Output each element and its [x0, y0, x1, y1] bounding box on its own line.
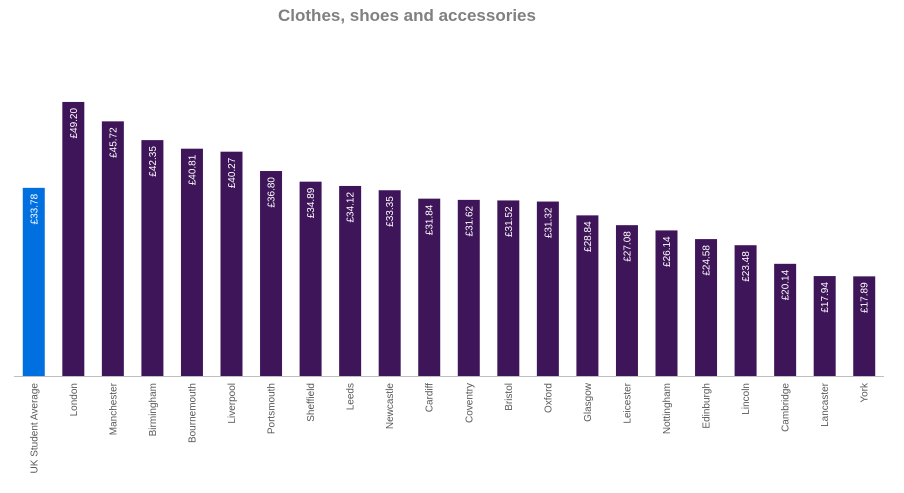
- data-label: £27.08: [622, 231, 633, 262]
- data-label: £40.27: [227, 157, 238, 188]
- x-tick-label: Cardiff: [425, 383, 436, 412]
- data-label: £17.94: [820, 282, 831, 313]
- bar-leeds: [339, 185, 362, 376]
- data-label: £28.84: [583, 221, 594, 252]
- x-tick-label: UK Student Average: [29, 383, 40, 474]
- bar-oxford: [536, 201, 559, 376]
- data-label: £49.20: [69, 108, 80, 139]
- data-label: £33.35: [385, 196, 396, 227]
- x-tick-label: Nottingham: [662, 383, 673, 434]
- x-tick-label: York: [860, 382, 871, 403]
- x-tick-label: Leeds: [346, 383, 357, 410]
- chart-title: Clothes, shoes and accessories: [278, 6, 536, 25]
- data-label: £34.12: [346, 192, 357, 223]
- data-label: £17.89: [860, 282, 871, 313]
- bar-portsmouth: [260, 171, 283, 376]
- bar-newcastle: [378, 190, 401, 376]
- data-label: £31.84: [425, 204, 436, 235]
- bar-nottingham: [655, 230, 678, 376]
- x-tick-label: Lincoln: [741, 383, 752, 415]
- data-label: £45.72: [108, 127, 119, 158]
- x-tick-label: Birmingham: [148, 383, 159, 436]
- bar-glasgow: [576, 215, 599, 376]
- bar-coventry: [457, 199, 480, 376]
- bar-lancaster: [813, 276, 836, 376]
- bar-cambridge: [774, 263, 797, 376]
- x-tick-label: Lancaster: [820, 382, 831, 427]
- data-label: £40.81: [187, 154, 198, 185]
- data-label: £31.52: [504, 206, 515, 237]
- bar-bournemouth: [180, 148, 203, 376]
- data-label: £23.48: [741, 251, 752, 282]
- bar-london: [62, 101, 85, 377]
- x-tick-label: Bristol: [504, 383, 515, 411]
- x-tick-label: Newcastle: [385, 383, 396, 430]
- x-tick-label: Leicester: [622, 382, 633, 423]
- bar-york: [853, 276, 876, 376]
- x-tick-label: Glasgow: [583, 382, 594, 422]
- bar-edinburgh: [695, 239, 718, 376]
- data-label: £31.32: [543, 207, 554, 238]
- x-tick-label: Portsmouth: [267, 383, 278, 434]
- x-tick-label: Manchester: [108, 382, 119, 435]
- x-tick-label: London: [69, 383, 80, 416]
- x-tick-label: Oxford: [543, 383, 554, 413]
- x-tick-label: Liverpool: [227, 383, 238, 424]
- x-tick-label: Cambridge: [781, 383, 792, 432]
- bar-bristol: [497, 200, 520, 376]
- bar-cardiff: [418, 198, 441, 376]
- data-label: £24.58: [702, 245, 713, 276]
- x-tick-label: Bournemouth: [187, 383, 198, 443]
- x-tick-label: Coventry: [464, 383, 475, 423]
- data-label: £33.78: [29, 193, 40, 224]
- bar-liverpool: [220, 151, 243, 376]
- data-label: £26.14: [662, 236, 673, 267]
- bar-manchester: [101, 121, 124, 376]
- bar-lincoln: [734, 245, 757, 376]
- data-label: £31.62: [464, 205, 475, 236]
- data-label: £42.35: [148, 146, 159, 177]
- data-label: £36.80: [267, 177, 278, 208]
- bar-birmingham: [141, 140, 164, 376]
- bar-leicester: [615, 225, 638, 376]
- bar-uk-student-average: [22, 187, 45, 376]
- x-tick-label: Edinburgh: [702, 383, 713, 429]
- data-label: £34.89: [306, 187, 317, 218]
- data-label: £20.14: [781, 269, 792, 300]
- bar-sheffield: [299, 181, 322, 376]
- x-tick-label: Sheffield: [306, 383, 317, 422]
